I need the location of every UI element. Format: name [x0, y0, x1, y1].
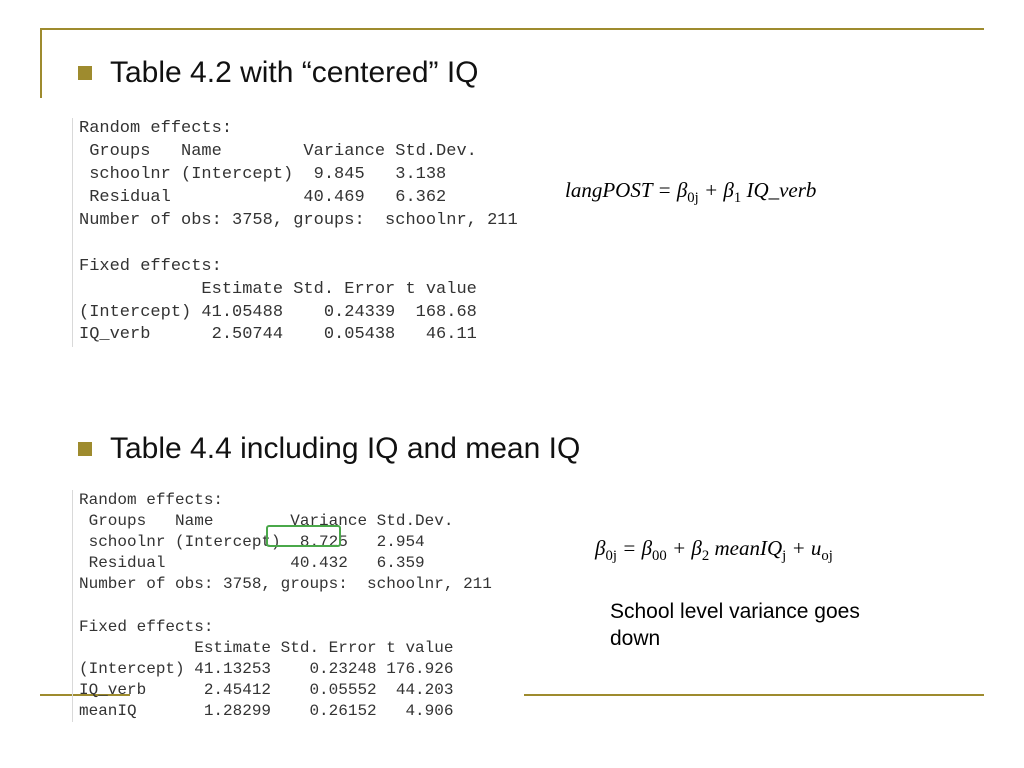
square-bullet-icon — [78, 66, 92, 80]
bullet-item-2: Table 4.4 including IQ and mean IQ — [78, 432, 580, 466]
eqn1-lhs: langPOST — [565, 178, 652, 202]
eqn2-u: u — [811, 536, 822, 560]
square-bullet-icon — [78, 442, 92, 456]
eqn1-beta0: β — [677, 178, 687, 202]
r-output-block-1: Random effects: Groups Name Variance Std… — [72, 118, 518, 347]
eqn1-beta1: β — [723, 178, 733, 202]
eqn2-beta2: β — [691, 536, 701, 560]
frame-bottom-right-line — [524, 694, 984, 696]
eqn2-beta00: β — [642, 536, 652, 560]
variance-note: School level variance goes down — [610, 598, 910, 653]
bullet-2-text: Table 4.4 including IQ and mean IQ — [110, 432, 580, 466]
eqn2-lhs-beta: β — [595, 536, 605, 560]
equation-2: β0j = β00 + β2 meanIQj + uoj — [595, 536, 833, 565]
frame-top-line — [40, 28, 984, 30]
eqn2-meaniq: meanIQ — [714, 536, 782, 560]
variance-highlight-box — [266, 525, 341, 547]
frame-left-stub — [40, 28, 42, 98]
bullet-item-1: Table 4.2 with “centered” IQ — [78, 56, 479, 90]
bullet-1-text: Table 4.2 with “centered” IQ — [110, 56, 479, 90]
eqn1-x1: IQ_verb — [746, 178, 816, 202]
equation-1: langPOST = β0j + β1 IQ_verb — [565, 178, 816, 207]
